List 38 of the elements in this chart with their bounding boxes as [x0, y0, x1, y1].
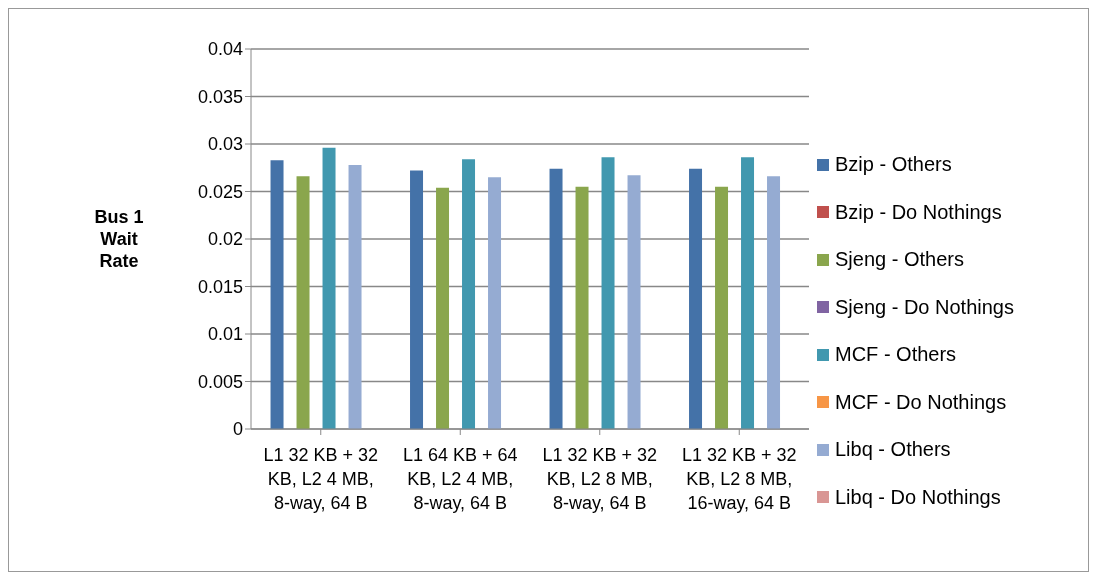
bar — [462, 159, 476, 429]
bar — [436, 187, 450, 429]
y-tick-label: 0.035 — [197, 86, 243, 107]
bar — [627, 175, 641, 429]
bar — [348, 164, 362, 429]
y-tick-label: 0.01 — [207, 324, 243, 345]
y-axis-title: Bus 1 Wait Rate — [94, 207, 144, 271]
y-tick-label: 0.025 — [197, 181, 243, 202]
bar — [715, 186, 729, 429]
x-tick-label: L1 32 KB + 32 KB, L2 8 MB, 8-way, 64 B — [542, 445, 658, 513]
legend-label: Bzip - Do Nothings — [835, 200, 1002, 224]
bar — [322, 147, 336, 429]
legend-label: Sjeng - Do Nothings — [835, 295, 1014, 319]
bar — [575, 186, 589, 429]
y-tick-label: 0.02 — [207, 229, 243, 250]
bar — [410, 170, 424, 429]
x-tick-label: L1 32 KB + 32 KB, L2 8 MB, 16-way, 64 B — [681, 445, 797, 513]
bar — [741, 157, 755, 429]
bar — [689, 168, 703, 429]
x-tick-label: L1 64 KB + 64 KB, L2 4 MB, 8-way, 64 B — [402, 445, 518, 513]
bar — [488, 177, 502, 429]
y-tick-label: 0 — [232, 419, 243, 440]
x-tick-label: L1 32 KB + 32 KB, L2 4 MB, 8-way, 64 B — [263, 445, 379, 513]
legend-label: Bzip - Others — [835, 153, 952, 177]
y-tick-label: 0.015 — [197, 276, 243, 297]
legend-label: Sjeng - Others — [835, 248, 964, 272]
legend-label: Libq - Do Nothings — [835, 485, 1001, 509]
legend-label: MCF - Do Nothings — [835, 390, 1007, 414]
bar — [270, 160, 284, 429]
bar — [549, 168, 563, 429]
bar — [767, 176, 781, 429]
y-tick-label: 0.03 — [207, 134, 243, 155]
bar — [601, 157, 615, 429]
legend-label: MCF - Others — [835, 343, 957, 367]
y-tick-label: 0.04 — [207, 39, 243, 60]
bar — [296, 176, 310, 429]
y-tick-label: 0.005 — [197, 371, 243, 392]
legend-label: Libq - Others — [835, 438, 951, 462]
